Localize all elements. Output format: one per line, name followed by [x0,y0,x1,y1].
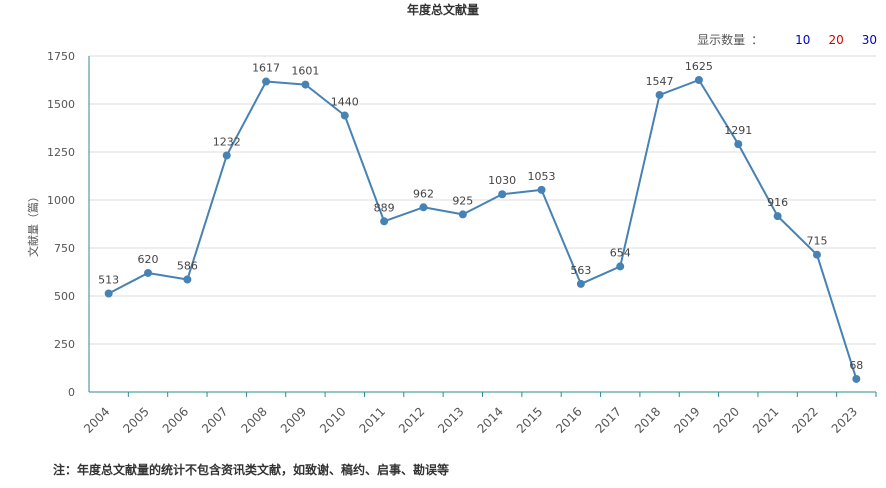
x-tick-label: 2015 [514,404,545,435]
data-label: 962 [413,187,434,200]
y-axis-title: 文献量（篇） [26,191,40,257]
x-tick-label: 2008 [238,404,269,435]
data-label: 513 [98,274,119,287]
data-label: 1053 [528,170,556,183]
data-point [498,190,507,199]
data-point [301,80,310,89]
y-tick-label: 1750 [47,50,75,63]
data-point [458,210,467,219]
data-label: 1440 [331,96,359,109]
data-label: 1601 [291,65,319,78]
footnote: 注：年度总文献量的统计不包含资讯类文献，如致谢、稿约、启事、勘误等 [53,463,450,477]
display-count-label: 显示数量 [697,33,746,47]
y-tick-label: 1500 [47,98,75,111]
data-label: 925 [452,194,473,207]
y-tick-label: 500 [54,290,75,303]
y-tick-label: 1250 [47,146,75,159]
x-tick-label: 2022 [789,404,820,435]
data-point [340,111,349,120]
data-label: 1547 [646,75,674,88]
data-label: 68 [849,359,863,372]
data-label: 586 [177,259,198,272]
data-label: 715 [806,235,827,248]
x-tick-label: 2016 [553,404,584,435]
data-point [104,289,113,298]
x-tick-label: 2005 [120,404,151,435]
y-tick-label: 0 [68,386,75,399]
x-tick-label: 2017 [593,404,624,435]
x-tick-label: 2021 [750,404,781,435]
x-tick-label: 2020 [711,404,742,435]
data-point [183,275,192,284]
display-count-selector: 显示数量 ： 10 20 30 [697,31,877,48]
display-count-option-10[interactable]: 10 [795,32,811,47]
chart-title: 年度总文献量 [406,3,479,17]
data-point [655,90,664,99]
data-point [734,140,743,149]
x-tick-label: 2012 [396,404,427,435]
x-tick-label: 2023 [829,404,860,435]
data-label: 1030 [488,174,516,187]
data-label: 916 [767,196,788,209]
x-tick-label: 2004 [81,404,112,435]
x-tick-label: 2006 [160,404,191,435]
data-point [616,262,625,271]
data-point [812,250,821,259]
data-point [262,77,271,86]
x-tick-label: 2018 [632,404,663,435]
y-tick-label: 750 [54,242,75,255]
data-label: 563 [570,264,591,277]
data-label: 1291 [724,124,752,137]
x-tick-label: 2011 [357,404,388,435]
data-label: 889 [374,201,395,214]
x-tick-label: 2010 [317,404,348,435]
data-point [222,151,231,160]
series-line [108,79,858,380]
data-point [773,212,782,221]
data-point [852,374,861,383]
x-tick-label: 2013 [435,404,466,435]
data-point [144,268,153,277]
data-label: 1617 [252,62,280,75]
data-point [537,185,546,194]
display-count-separator: ： [751,33,764,47]
display-count-option-20[interactable]: 20 [828,32,844,47]
y-tick-label: 250 [54,338,75,351]
data-point [419,203,428,212]
x-tick-label: 2019 [671,404,702,435]
data-point [576,279,585,288]
data-label: 620 [138,253,159,266]
data-label: 1625 [685,60,713,73]
x-tick-label: 2014 [475,404,506,435]
data-label: 1232 [213,135,241,148]
x-tick-label: 2009 [278,404,309,435]
data-point [380,217,389,226]
x-tick-label: 2007 [199,404,230,435]
data-point [694,76,703,84]
data-label: 654 [610,246,631,259]
display-count-option-30[interactable]: 30 [861,32,877,47]
y-tick-label: 1000 [47,194,75,207]
